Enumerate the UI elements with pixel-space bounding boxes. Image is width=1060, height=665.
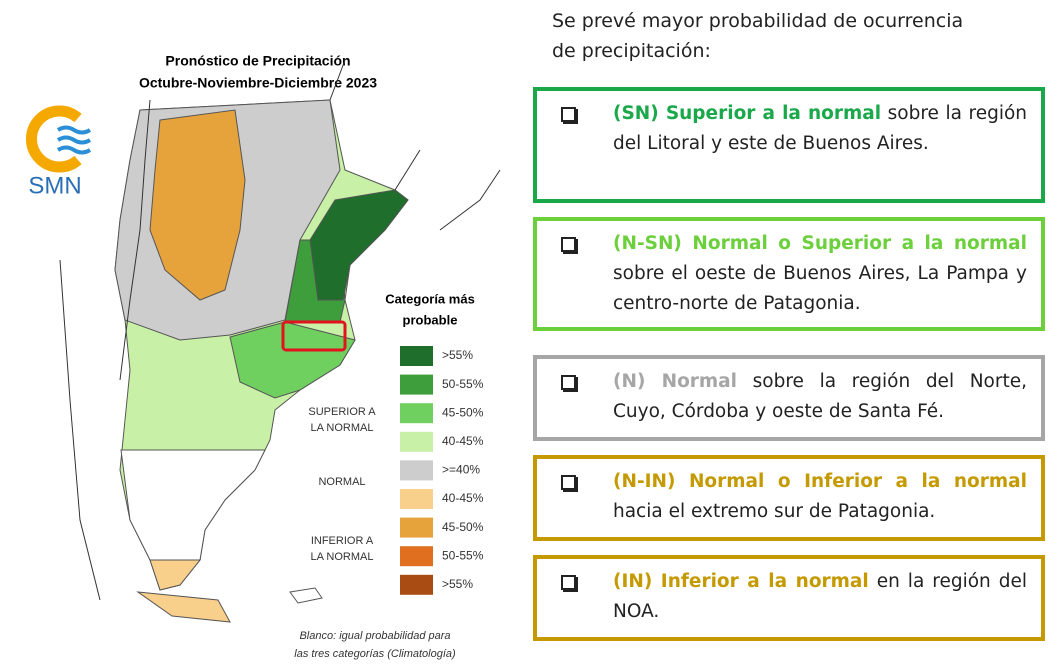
islands (289, 587, 323, 604)
legend-title: probable (403, 312, 458, 327)
legend-label: 45-50% (442, 520, 484, 534)
legend-label: 40-45% (442, 491, 484, 505)
intro-line: Se prevé mayor probabilidad de ocurrenci… (552, 10, 964, 32)
logo-ring (25, 105, 82, 173)
box-text: sobre la región del Norte, Cuyo, Córdoba… (613, 371, 1027, 422)
legend-label: >=40% (442, 463, 480, 477)
forecast-box: (SN) Superior a la normal sobre la regió… (533, 87, 1045, 203)
note: Blanco: igual probabilidad para (299, 630, 450, 642)
legend-group-label: INFERIOR A (311, 535, 374, 547)
legend-swatch (400, 546, 433, 567)
legend: >55% 50-55% 45-50% 40-45% >=40% 40-45% 45-50% 5… (308, 346, 484, 595)
legend-swatch (400, 574, 433, 595)
legend-label: >55% (442, 348, 473, 362)
region-buenos-aires (229, 321, 356, 399)
checkbox-icon (561, 375, 576, 390)
legend-swatch (400, 460, 433, 481)
legend-label: 50-55% (442, 377, 484, 391)
box-highlight: (SN) Superior a la normal (613, 103, 882, 124)
note: las tres categorías (Climatología) (294, 648, 456, 660)
legend-label: >55% (442, 577, 473, 591)
legend-group-label: LA NORMAL (311, 422, 374, 434)
region-tierra-del-fuego (136, 591, 231, 623)
box-text: en la región del NOA. (613, 571, 1027, 622)
region-south (149, 559, 202, 591)
border-line (119, 99, 151, 381)
intro-line: de precipitación: (552, 40, 711, 62)
region-climatology (120, 449, 266, 561)
forecast-box: (N) Normal sobre la región del Norte, Cu… (533, 355, 1045, 441)
logo: SMN (25, 105, 92, 199)
map-regions (114, 99, 409, 623)
legend-group-label: SUPERIOR A (308, 406, 376, 418)
box-text: sobre el oeste de Buenos Aires, La Pampa… (613, 263, 1027, 314)
forecast-box: (IN) Inferior a la normal en la región d… (533, 555, 1045, 641)
legend-title: Categoría más (385, 291, 475, 306)
logo-text: SMN (28, 172, 81, 199)
legend-swatch (400, 346, 433, 366)
box-highlight: (N-IN) Normal o Inferior a la normal (613, 471, 1027, 492)
region-noa (149, 109, 246, 301)
highlight-box (281, 320, 347, 352)
legend-swatch (400, 489, 433, 509)
box-text: sobre la región del Litoral y este de Bu… (613, 103, 1027, 154)
border-line (59, 259, 101, 601)
box-text: hacia el extremo sur de Patagonia. (613, 501, 936, 522)
box-highlight: (IN) Inferior a la normal (613, 571, 869, 592)
map-subtitle: Octubre-Noviembre-Diciembre 2023 (139, 75, 377, 91)
map-panel: Pronóstico de Precipitación Octubre-Novi… (25, 53, 501, 660)
box-highlight: (N) Normal (613, 371, 738, 392)
legend-swatch (400, 431, 433, 452)
legend-swatch (400, 517, 433, 538)
intro: Se prevé mayor probabilidad de ocurrenci… (552, 6, 963, 66)
border-line (329, 59, 501, 231)
checkbox-icon (561, 237, 576, 252)
map-title: Pronóstico de Precipitación (165, 53, 350, 69)
legend-swatch (400, 403, 433, 424)
legend-group-label: LA NORMAL (311, 551, 374, 563)
forecast-box: (N-IN) Normal o Inferior a la normal hac… (533, 455, 1045, 541)
legend-label: 50-55% (442, 548, 484, 562)
legend-label: 45-50% (442, 405, 484, 419)
checkbox-icon (561, 575, 576, 590)
checkbox-icon (561, 107, 576, 122)
forecast-box: (N-SN) Normal o Superior a la normal sob… (533, 217, 1045, 331)
checkbox-icon (561, 475, 576, 490)
borders (59, 59, 501, 601)
legend-swatch (400, 374, 433, 395)
legend-group-label: NORMAL (318, 476, 365, 488)
region-litoral (309, 189, 409, 301)
legend-label: 40-45% (442, 434, 484, 448)
box-highlight: (N-SN) Normal o Superior a la normal (613, 233, 1027, 254)
logo-waves (56, 125, 92, 155)
